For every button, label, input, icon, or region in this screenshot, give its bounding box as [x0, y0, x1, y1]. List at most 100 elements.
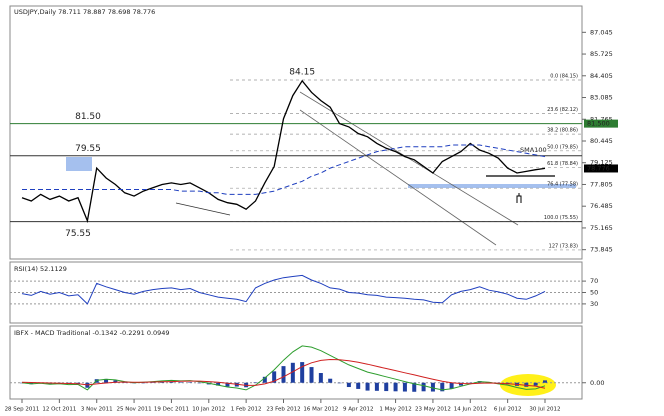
- histogram-bar: [430, 382, 435, 392]
- fib-label: 0.0 (84.15): [550, 73, 578, 79]
- series-line: [21, 274, 546, 305]
- histogram-bar: [402, 382, 407, 392]
- fib-label: 23.6 (82.12): [547, 107, 578, 113]
- x-tick-label: 3 Nov 2011: [81, 407, 113, 413]
- histogram-bar: [365, 382, 370, 391]
- histogram-bar: [225, 382, 230, 387]
- fib-label: 38.2 (80.86): [547, 128, 578, 134]
- x-tick-label: 30 Jul 2012: [529, 407, 560, 413]
- histogram-bar: [356, 382, 361, 389]
- y-tick-label: 75.165: [590, 224, 613, 232]
- histogram-bar: [197, 382, 202, 384]
- y-tick-label: 70: [590, 277, 598, 285]
- level-label: 79.55: [75, 144, 101, 154]
- fib-label: 76.4 (77.58): [547, 182, 578, 188]
- macd-title: IBFX - MACD Traditional -0.1342 -0.2291 …: [14, 329, 170, 337]
- histogram-bar: [216, 382, 221, 386]
- y-tick-label: 83.085: [590, 94, 613, 102]
- y-tick-label: 87.045: [590, 28, 613, 36]
- histogram-bar: [440, 382, 445, 392]
- x-tick-label: 10 Jan 2012: [192, 407, 225, 413]
- channel-line: [299, 109, 497, 246]
- histogram-bar: [309, 367, 314, 383]
- histogram-bar: [253, 382, 258, 384]
- histogram-bar: [104, 378, 109, 383]
- support-zone: [408, 184, 576, 188]
- y-tick-label: 50: [590, 289, 598, 297]
- price-tag: [584, 164, 618, 173]
- series-line: [21, 79, 546, 224]
- y-tick-label: 84.405: [590, 72, 613, 80]
- histogram-bar: [384, 382, 389, 392]
- fib-label: 50.0 (79.85): [547, 144, 578, 150]
- histogram-bar: [178, 382, 183, 383]
- histogram-bar: [421, 382, 426, 392]
- y-tick-label: 79.125: [590, 159, 613, 167]
- histogram-bar: [346, 382, 351, 388]
- y-tick-label: 80.445: [590, 137, 613, 145]
- x-tick-label: 23 May 2012: [415, 407, 451, 413]
- y-tick-label: 81.765: [590, 115, 613, 123]
- rsi-title: RSI(14) 52.1129: [14, 265, 67, 273]
- x-tick-label: 23 Feb 2012: [266, 407, 300, 413]
- histogram-bar: [328, 378, 333, 383]
- histogram-bar: [458, 382, 463, 386]
- highlight-box: [66, 157, 92, 171]
- histogram-bar: [393, 382, 398, 392]
- histogram-bar: [300, 362, 305, 383]
- histogram-bar: [150, 382, 155, 383]
- histogram-bar: [318, 373, 323, 383]
- chart-title: USDJPY,Daily 78.711 78.887 78.698 78.776: [14, 8, 155, 16]
- histogram-bar: [141, 382, 146, 384]
- histogram-bar: [468, 382, 473, 384]
- arrow-icon: [516, 193, 522, 203]
- sma-label: SMA100: [520, 146, 547, 154]
- x-tick-label: 9 Apr 2012: [343, 407, 374, 413]
- histogram-bar: [449, 382, 454, 389]
- fib-label: 127 (73.83): [549, 243, 578, 249]
- x-tick-label: 6 Jul 2012: [494, 407, 522, 413]
- level-label: 75.55: [65, 229, 91, 239]
- main-pane: [9, 5, 583, 260]
- y-tick-label: 0.00: [590, 379, 604, 387]
- histogram-bar: [337, 382, 342, 384]
- y-tick-label: 85.725: [590, 50, 613, 58]
- price-tag-label: 78.776: [587, 164, 610, 172]
- histogram-bar: [533, 382, 538, 386]
- x-tick-label: 12 Oct 2011: [42, 407, 76, 413]
- level-label: 81.50: [75, 112, 101, 122]
- price-tag-label: 81.500: [587, 120, 610, 128]
- histogram-bar: [412, 382, 417, 392]
- histogram-bar: [113, 380, 118, 383]
- histogram-bar: [188, 382, 193, 383]
- histogram-bar: [76, 382, 81, 384]
- macd-pane: [9, 325, 583, 400]
- y-tick-label: 76.485: [590, 202, 613, 210]
- histogram-bar: [290, 362, 295, 383]
- x-tick-label: 19 Dec 2011: [154, 407, 189, 413]
- y-tick-label: 77.805: [590, 180, 613, 188]
- histogram-bar: [122, 382, 127, 383]
- series-line: [22, 144, 546, 195]
- fib-label: 61.8 (78.84): [547, 161, 578, 167]
- histogram-bar: [169, 381, 174, 383]
- histogram-bar: [374, 382, 379, 391]
- histogram-bar: [272, 371, 277, 383]
- y-tick-label: 30: [590, 300, 598, 308]
- histogram-bar: [262, 376, 267, 383]
- trend-line: [175, 202, 231, 216]
- x-tick-label: 25 Nov 2011: [116, 407, 151, 413]
- x-tick-label: 28 Sep 2011: [5, 407, 40, 413]
- histogram-bar: [524, 382, 529, 387]
- x-tick-label: 1 May 2012: [379, 407, 411, 413]
- series-line: [21, 358, 546, 389]
- x-tick-label: 1 Feb 2012: [231, 407, 262, 413]
- price-tag: [584, 119, 618, 128]
- histogram-bar: [281, 366, 286, 383]
- fib-label: 100.0 (75.55): [544, 215, 578, 221]
- histogram-bar: [543, 380, 547, 383]
- series-line: [21, 345, 546, 391]
- x-tick-label: 16 Mar 2012: [303, 407, 338, 413]
